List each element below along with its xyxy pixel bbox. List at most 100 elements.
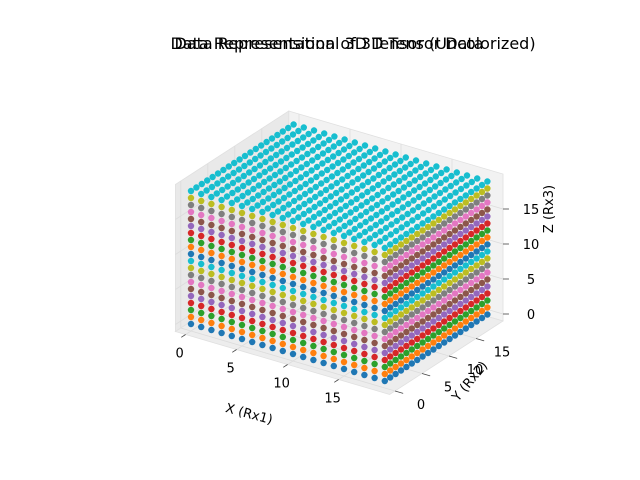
data-point bbox=[279, 333, 286, 341]
data-point bbox=[309, 157, 316, 164]
data-point bbox=[297, 174, 304, 181]
data-point bbox=[430, 262, 437, 269]
data-point bbox=[417, 173, 424, 181]
data-point bbox=[473, 213, 480, 220]
data-point bbox=[300, 353, 307, 361]
data-point bbox=[468, 321, 475, 329]
data-point bbox=[403, 363, 410, 371]
data-point bbox=[279, 249, 286, 257]
data-point bbox=[403, 307, 410, 315]
data-point bbox=[397, 304, 405, 311]
data-point bbox=[249, 317, 256, 325]
data-point bbox=[435, 244, 442, 252]
data-point bbox=[473, 290, 480, 297]
data-point bbox=[457, 244, 464, 252]
data-point bbox=[387, 231, 394, 238]
data-point bbox=[441, 206, 448, 213]
data-point bbox=[457, 328, 464, 336]
data-point bbox=[352, 215, 359, 223]
data-point bbox=[295, 204, 303, 211]
data-point bbox=[451, 276, 459, 283]
data-point bbox=[432, 183, 439, 190]
data-point bbox=[300, 262, 307, 270]
data-point bbox=[419, 325, 426, 332]
data-point bbox=[214, 170, 222, 177]
data-point bbox=[451, 304, 459, 311]
data-point bbox=[300, 283, 307, 291]
data-point bbox=[397, 276, 405, 283]
data-point bbox=[198, 267, 205, 275]
data-point bbox=[320, 275, 327, 283]
data-point bbox=[310, 258, 317, 266]
data-point bbox=[238, 293, 246, 301]
data-point bbox=[326, 213, 333, 220]
data-point bbox=[478, 195, 486, 203]
data-point bbox=[397, 367, 405, 374]
data-point bbox=[193, 184, 200, 191]
data-point bbox=[198, 239, 205, 247]
data-point bbox=[270, 191, 277, 199]
data-point bbox=[187, 208, 195, 216]
data-point bbox=[378, 208, 385, 215]
data-point bbox=[289, 294, 297, 302]
data-point bbox=[344, 172, 351, 180]
data-point bbox=[259, 313, 266, 321]
data-point bbox=[484, 213, 491, 220]
data-point bbox=[300, 311, 307, 319]
data-point bbox=[289, 266, 297, 274]
data-point bbox=[279, 291, 286, 299]
data-point bbox=[238, 272, 246, 280]
data-point bbox=[228, 206, 235, 214]
data-point bbox=[403, 220, 411, 228]
data-point bbox=[229, 189, 236, 197]
data-point bbox=[404, 210, 411, 218]
data-point bbox=[441, 220, 448, 227]
data-point bbox=[403, 314, 410, 322]
data-point bbox=[430, 332, 437, 339]
data-point bbox=[393, 227, 400, 235]
data-point bbox=[414, 349, 421, 357]
data-point bbox=[382, 234, 389, 242]
data-point bbox=[330, 143, 337, 150]
data-point bbox=[286, 191, 293, 198]
data-point bbox=[408, 248, 415, 255]
data-point bbox=[219, 186, 226, 194]
data-point bbox=[279, 298, 286, 306]
data-point bbox=[397, 360, 405, 367]
data-point bbox=[446, 244, 453, 252]
data-point bbox=[249, 282, 256, 290]
data-point bbox=[238, 335, 246, 343]
data-point bbox=[269, 330, 276, 338]
data-point bbox=[198, 302, 205, 310]
data-point bbox=[361, 329, 368, 337]
data-point bbox=[208, 193, 215, 201]
data-point bbox=[478, 237, 486, 245]
data-point bbox=[478, 202, 486, 210]
data-point bbox=[249, 268, 256, 276]
data-point bbox=[351, 235, 358, 243]
data-point bbox=[435, 251, 442, 259]
data-point bbox=[484, 276, 491, 283]
data-point bbox=[279, 284, 286, 292]
data-point bbox=[289, 315, 297, 323]
data-point bbox=[259, 236, 266, 244]
data-point bbox=[478, 300, 486, 308]
data-point bbox=[313, 173, 320, 181]
data-point bbox=[330, 299, 337, 307]
data-point bbox=[392, 286, 399, 294]
data-point bbox=[315, 220, 322, 227]
data-point bbox=[361, 142, 369, 149]
data-point bbox=[457, 321, 464, 329]
data-point bbox=[279, 263, 286, 271]
data-point bbox=[387, 290, 394, 297]
data-point bbox=[361, 371, 368, 379]
data-point bbox=[433, 163, 440, 170]
data-point bbox=[387, 325, 394, 332]
data-point bbox=[374, 191, 381, 199]
data-point bbox=[473, 318, 480, 325]
data-point bbox=[424, 251, 432, 259]
data-point bbox=[249, 338, 256, 346]
data-point bbox=[363, 198, 370, 206]
data-point bbox=[417, 163, 424, 171]
data-point bbox=[300, 339, 307, 347]
